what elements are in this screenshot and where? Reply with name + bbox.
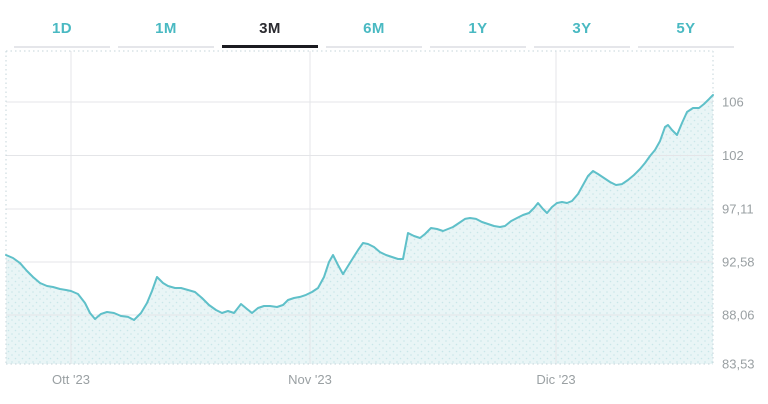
- tab-5y[interactable]: 5Y: [638, 16, 734, 48]
- y-tick-label: 97,11: [722, 202, 754, 217]
- x-tick-label: Dic '23: [536, 372, 575, 387]
- y-tick-label: 106: [722, 95, 744, 110]
- price-area-fill: [6, 95, 713, 364]
- x-tick-label: Ott '23: [52, 372, 90, 387]
- y-tick-label: 88,06: [722, 308, 755, 323]
- tab-1m[interactable]: 1M: [118, 16, 214, 48]
- tab-3m[interactable]: 3M: [222, 16, 318, 48]
- time-range-tab-bar: 1D 1M 3M 6M 1Y 3Y 5Y: [14, 16, 734, 48]
- tab-3y[interactable]: 3Y: [534, 16, 630, 48]
- tab-1d[interactable]: 1D: [14, 16, 110, 48]
- y-tick-label: 83,53: [722, 357, 755, 372]
- tab-6m[interactable]: 6M: [326, 16, 422, 48]
- y-tick-label: 102: [722, 148, 744, 163]
- x-tick-label: Nov '23: [288, 372, 332, 387]
- price-line: [5, 94, 714, 321]
- tab-1y[interactable]: 1Y: [430, 16, 526, 48]
- y-tick-label: 92,58: [722, 255, 755, 270]
